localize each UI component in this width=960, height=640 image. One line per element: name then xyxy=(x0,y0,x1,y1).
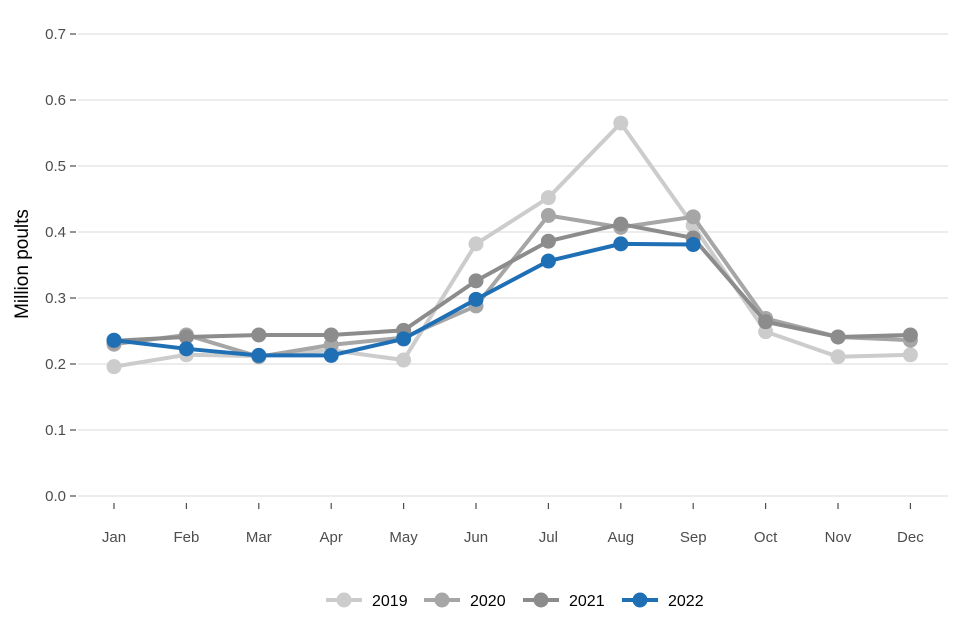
data-point xyxy=(758,314,774,330)
data-point xyxy=(251,327,267,343)
data-point xyxy=(468,236,484,252)
y-tick-label: 0.1 xyxy=(45,422,66,439)
legend-label: 2020 xyxy=(470,593,506,610)
data-point xyxy=(396,352,412,368)
legend-label: 2022 xyxy=(668,593,704,610)
data-point xyxy=(540,233,556,249)
x-tick-label: Mar xyxy=(246,529,272,546)
legend-item-2022: 2022 xyxy=(622,592,704,610)
x-tick-label: Oct xyxy=(754,529,778,546)
x-tick-label: Sep xyxy=(680,529,707,546)
y-tick-label: 0.5 xyxy=(45,158,66,175)
legend: 2019 2020 2021 2022 xyxy=(326,592,704,610)
x-tick-label: Dec xyxy=(897,529,924,546)
legend-label: 2019 xyxy=(372,593,408,610)
data-point xyxy=(323,327,339,343)
x-tick-label: May xyxy=(389,529,418,546)
legend-item-2019: 2019 xyxy=(326,592,408,610)
data-point xyxy=(468,291,484,307)
data-point xyxy=(251,347,267,363)
data-point xyxy=(178,329,194,345)
y-tick-label: 0.3 xyxy=(45,290,66,307)
series-2021 xyxy=(106,216,918,349)
x-tick-label: Apr xyxy=(320,529,343,546)
data-point xyxy=(613,115,629,131)
data-point xyxy=(178,341,194,357)
data-point xyxy=(902,327,918,343)
data-point xyxy=(323,347,339,363)
y-tick-label: 0.7 xyxy=(45,26,66,43)
x-tick-label: Aug xyxy=(607,529,634,546)
data-point xyxy=(613,236,629,252)
data-point xyxy=(685,209,701,225)
y-tick-label: 0.4 xyxy=(45,224,66,241)
legend-swatch-point xyxy=(434,592,450,608)
x-tick-label: Jan xyxy=(102,529,126,546)
data-point xyxy=(396,331,412,347)
y-tick-label: 0.2 xyxy=(45,356,66,373)
series-lines xyxy=(106,115,918,375)
x-tick-label: Jul xyxy=(539,529,558,546)
y-axis-title: Million poults xyxy=(12,209,33,319)
data-point xyxy=(830,349,846,365)
data-point xyxy=(106,359,122,375)
legend-label: 2021 xyxy=(569,593,605,610)
data-point xyxy=(685,237,701,253)
series-line xyxy=(112,222,913,343)
data-point xyxy=(613,216,629,232)
x-tick-label: Feb xyxy=(173,529,199,546)
gridlines xyxy=(78,33,948,497)
y-tick-label: 0.0 xyxy=(45,488,66,505)
series-line xyxy=(112,121,913,369)
data-point xyxy=(540,253,556,269)
x-tick-label: Jun xyxy=(464,529,488,546)
data-point xyxy=(106,332,122,348)
x-tick-label: Nov xyxy=(825,529,852,546)
data-point xyxy=(902,347,918,363)
data-point xyxy=(830,329,846,345)
legend-swatch-point xyxy=(632,592,648,608)
data-point xyxy=(540,190,556,206)
y-tick-label: 0.6 xyxy=(45,92,66,109)
series-2022 xyxy=(106,236,701,363)
data-point xyxy=(540,208,556,223)
y-axis: 0.0 0.1 0.2 0.3 0.4 0.5 0.6 0.7 xyxy=(45,26,76,505)
legend-item-2020: 2020 xyxy=(424,592,506,610)
data-point xyxy=(468,273,484,289)
x-axis: Jan Feb Mar Apr May Jun Jul Aug Sep Oct Nov Dec xyxy=(102,503,924,546)
legend-swatch-point xyxy=(336,592,352,608)
legend-swatch-point xyxy=(533,592,549,608)
legend-item-2021: 2021 xyxy=(523,592,605,610)
